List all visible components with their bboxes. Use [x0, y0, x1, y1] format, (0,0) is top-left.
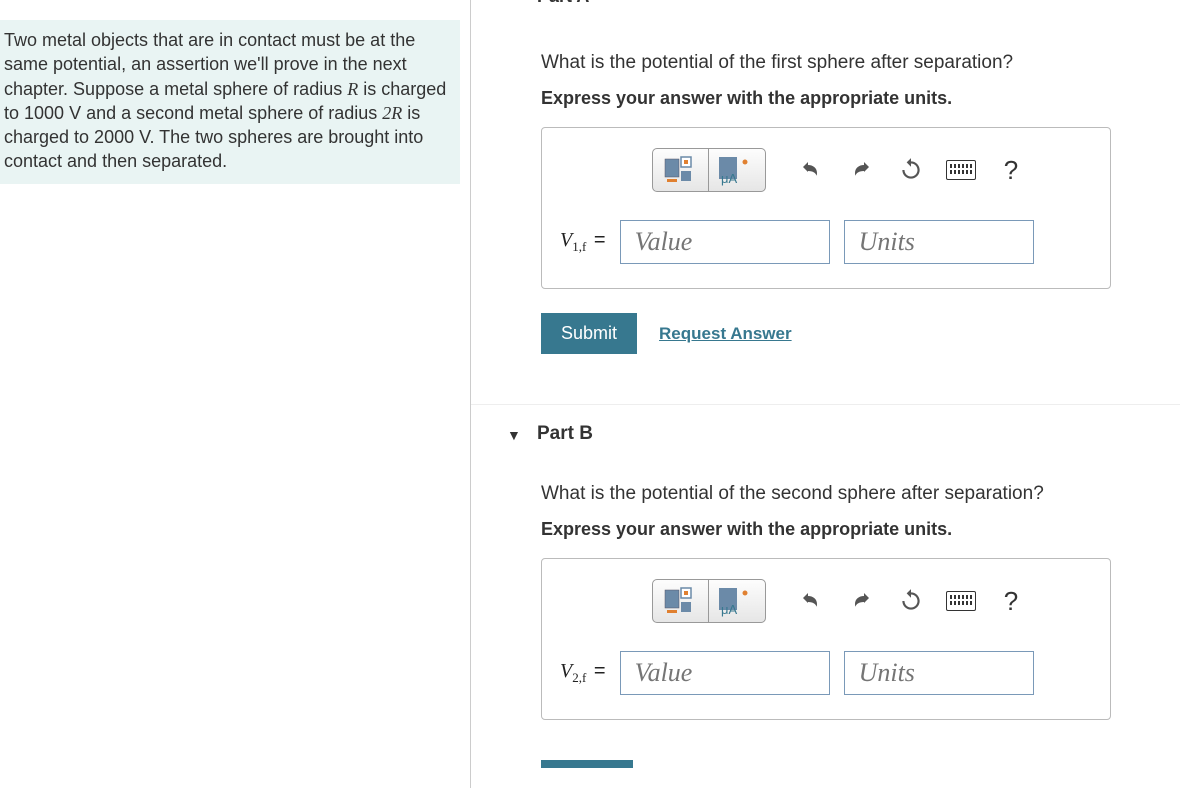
part-a-submit-row: Submit Request Answer — [541, 313, 1160, 354]
part-a-toolbar: μA — [652, 148, 1092, 192]
unit-v2: V — [139, 127, 149, 147]
part-b-toolbar: μA — [652, 579, 1092, 623]
part-b-title: Part B — [537, 423, 1140, 445]
help-button[interactable]: ? — [996, 155, 1026, 185]
part-a-value-input[interactable] — [620, 220, 830, 264]
part-b-variable-label: V2,f = — [560, 660, 606, 686]
toolbar-right: ? — [796, 155, 1026, 185]
part-a-question: What is the potential of the first spher… — [541, 52, 1160, 74]
part-a-units-input[interactable] — [844, 220, 1034, 264]
svg-text:μA: μA — [721, 171, 737, 186]
redo-button[interactable] — [846, 155, 876, 185]
part-b-answer-box: μA — [541, 558, 1111, 720]
unit-v1: V — [69, 103, 81, 123]
part-a-request-answer-link[interactable]: Request Answer — [659, 324, 792, 344]
part-a-input-row: V1,f = — [560, 220, 1092, 264]
part-a-variable-label: V1,f = — [560, 229, 606, 255]
keyboard-icon — [946, 160, 976, 180]
part-b-value-input[interactable] — [620, 651, 830, 695]
part-b-units-input[interactable] — [844, 651, 1034, 695]
part-a-answer-box: μA — [541, 127, 1111, 289]
reset-button[interactable] — [896, 155, 926, 185]
part-a-header[interactable]: ▼ Part A — [471, 0, 1180, 17]
part-b-header[interactable]: ▼ Part B — [471, 404, 1180, 463]
chevron-down-icon: ▼ — [507, 427, 521, 443]
part-b-question: What is the potential of the second sphe… — [541, 483, 1160, 505]
part-b-submit-stub[interactable] — [541, 760, 633, 768]
part-a-submit-button[interactable]: Submit — [541, 313, 637, 354]
part-b-instruction: Express your answer with the appropriate… — [541, 519, 1160, 540]
redo-button[interactable] — [846, 586, 876, 616]
units-tool-button[interactable]: μA — [709, 580, 765, 622]
toolbar-right: ? — [796, 586, 1026, 616]
problem-statement: Two metal objects that are in contact mu… — [0, 20, 460, 184]
help-button[interactable]: ? — [996, 586, 1026, 616]
svg-text:μA: μA — [721, 602, 737, 617]
var-R: R — [347, 79, 358, 99]
template-tool-button[interactable] — [653, 580, 709, 622]
problem-panel: Two metal objects that are in contact mu… — [0, 0, 470, 788]
units-tool-button[interactable]: μA — [709, 149, 765, 191]
format-tool-group: μA — [652, 148, 766, 192]
part-a-title: Part A — [537, 0, 1140, 7]
format-tool-group: μA — [652, 579, 766, 623]
var-2R: 2R — [382, 103, 402, 123]
part-b-body: What is the potential of the second sphe… — [471, 463, 1180, 740]
undo-button[interactable] — [796, 155, 826, 185]
answer-panel: ▼ Part A What is the potential of the fi… — [471, 0, 1180, 788]
part-b-input-row: V2,f = — [560, 651, 1092, 695]
keyboard-button[interactable] — [946, 155, 976, 185]
keyboard-icon — [946, 591, 976, 611]
problem-text-3: and a second metal sphere of radius — [81, 103, 382, 123]
reset-button[interactable] — [896, 586, 926, 616]
part-a-body: What is the potential of the first spher… — [471, 17, 1180, 394]
template-tool-button[interactable] — [653, 149, 709, 191]
part-a-instruction: Express your answer with the appropriate… — [541, 88, 1160, 109]
keyboard-button[interactable] — [946, 586, 976, 616]
undo-button[interactable] — [796, 586, 826, 616]
